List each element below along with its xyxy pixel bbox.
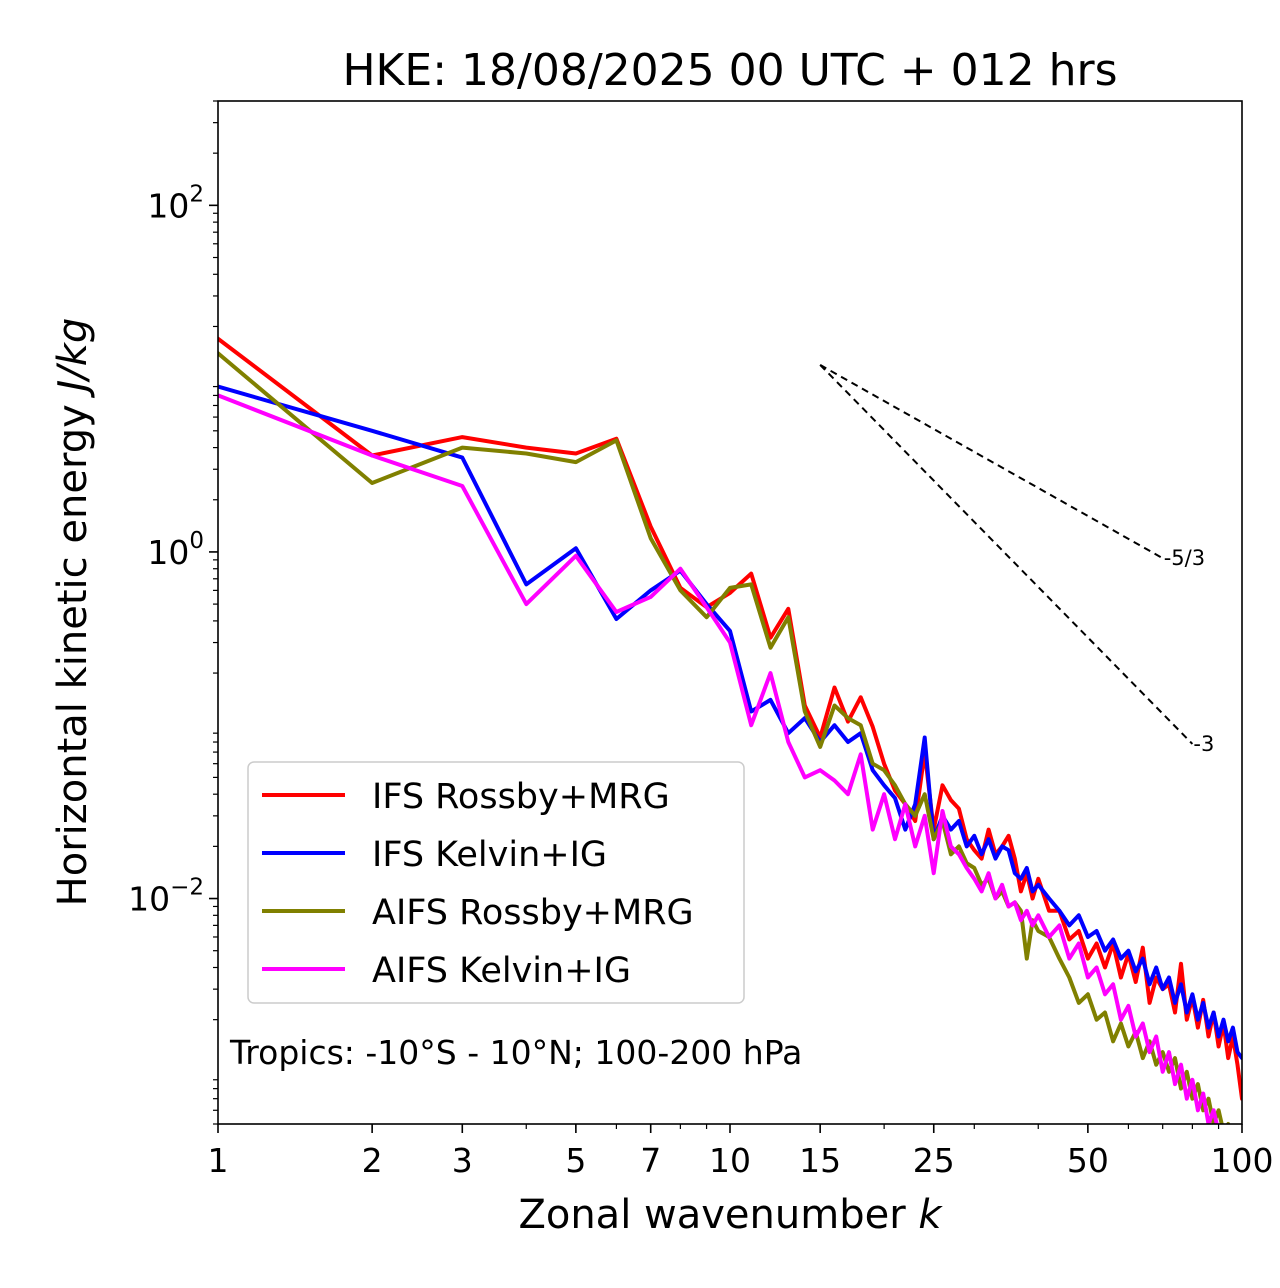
x-tick-label: 5 bbox=[565, 1141, 586, 1180]
series-line bbox=[218, 351, 1231, 1124]
reference-slope-line bbox=[819, 364, 1164, 560]
x-tick-label: 2 bbox=[362, 1141, 383, 1180]
reference-slope-line bbox=[819, 364, 1194, 745]
legend-label: AIFS Rossby+MRG bbox=[372, 893, 694, 933]
y-tick-label: 10−2 bbox=[128, 875, 204, 919]
legend-label: IFS Kelvin+IG bbox=[372, 835, 607, 875]
x-tick-label: 50 bbox=[1067, 1141, 1109, 1180]
series-line bbox=[218, 393, 1219, 1124]
x-tick-label: 7 bbox=[640, 1141, 661, 1180]
x-tick-label: 1 bbox=[208, 1141, 229, 1180]
reference-slope-label: -3 bbox=[1193, 732, 1214, 756]
series-line bbox=[218, 384, 1242, 1061]
x-tick-label: 100 bbox=[1211, 1141, 1274, 1180]
axis-ticks: 102 100 10−2 1 2 3 5 7 10 15 25 50 100 bbox=[128, 100, 1274, 1180]
reference-lines: -5/3 -3 bbox=[819, 364, 1214, 756]
legend-box bbox=[247, 761, 745, 1004]
y-tick-label: 102 bbox=[147, 181, 204, 225]
chart-title: HKE: 18/08/2025 00 UTC + 012 hrs bbox=[342, 45, 1117, 96]
region-annotation: Tropics: -10°S - 10°N; 100-200 hPa bbox=[229, 1033, 802, 1072]
series-layer bbox=[218, 336, 1242, 1124]
legend-label: IFS Rossby+MRG bbox=[372, 777, 670, 817]
legend-label: AIFS Kelvin+IG bbox=[372, 951, 631, 991]
y-tick-label: 100 bbox=[147, 528, 204, 572]
x-axis-label: Zonal wavenumber k bbox=[518, 1192, 943, 1238]
plot-frame bbox=[217, 100, 1243, 1125]
x-tick-label: 10 bbox=[709, 1141, 751, 1180]
x-tick-label: 15 bbox=[799, 1141, 841, 1180]
x-tick-label: 3 bbox=[452, 1141, 473, 1180]
legend: IFS Rossby+MRG IFS Kelvin+IG AIFS Rossby+M… bbox=[247, 761, 745, 1004]
y-axis-label: Horizontal kinetic energy J/kg bbox=[50, 318, 96, 907]
reference-slope-label: -5/3 bbox=[1164, 546, 1205, 570]
x-tick-label: 25 bbox=[913, 1141, 955, 1180]
